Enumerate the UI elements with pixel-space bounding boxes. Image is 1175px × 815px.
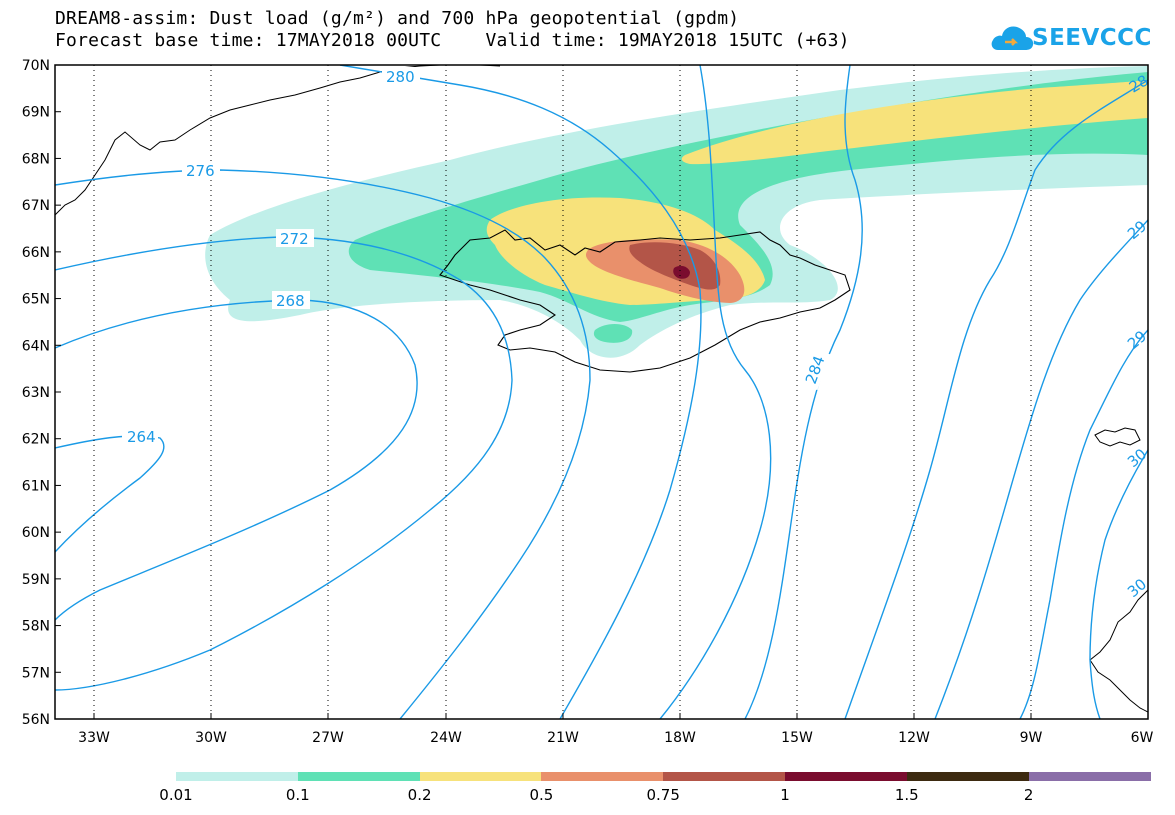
contour-label-e4: 30	[1124, 445, 1150, 471]
faroe-islands	[1094, 427, 1141, 447]
contour-280	[339, 65, 702, 719]
contour-264	[55, 435, 165, 553]
lon-label-12w: 12W	[898, 730, 930, 746]
lat-label-58n: 58N	[22, 619, 50, 635]
lat-label-57n: 57N	[22, 665, 50, 681]
lon-label-30w: 30W	[195, 730, 227, 746]
contour-296	[1019, 329, 1148, 719]
iceland-coastline	[439, 229, 851, 373]
colorbar-label: 0.2	[407, 786, 432, 804]
seevccc-logo: SEEVCCC	[990, 22, 1160, 56]
lat-label-60n: 60N	[22, 525, 50, 541]
contour-label-268: 268	[276, 292, 305, 310]
contour-label-264: 264	[127, 428, 156, 446]
lon-label-15w: 15W	[781, 730, 813, 746]
lat-label-59n: 59N	[22, 572, 50, 588]
lat-label-62n: 62N	[22, 432, 50, 448]
lat-label-70n: 70N	[22, 58, 50, 74]
colorbar-swatch	[785, 772, 907, 781]
contour-284	[659, 65, 772, 719]
colorbar-label: 0.75	[646, 786, 680, 804]
lat-label-61n: 61N	[22, 478, 50, 494]
lat-label-63n: 63N	[22, 385, 50, 401]
contour-label-280: 280	[386, 68, 415, 86]
lon-label-18w: 18W	[664, 730, 696, 746]
contour-label-284: 284	[802, 353, 829, 386]
dust-area-1	[673, 265, 690, 279]
dust-area-01b	[593, 324, 633, 343]
forecast-time-line: Forecast base time: 17MAY2018 00UTC Vali…	[55, 30, 850, 51]
lon-label-24w: 24W	[430, 730, 462, 746]
contour-276	[55, 169, 591, 719]
lon-label-9w: 9W	[1020, 730, 1043, 746]
scotland-coastline	[1089, 589, 1148, 713]
colorbar-label: 1.5	[894, 786, 919, 804]
colorbar-label: 0.01	[159, 786, 193, 804]
contour-label-276: 276	[186, 162, 215, 180]
logo-text: SEEVCCC	[1032, 25, 1152, 51]
colorbar-swatch	[419, 772, 542, 781]
lon-label-21w: 21W	[547, 730, 579, 746]
colorbar-label: 0.5	[529, 786, 554, 804]
colorbar-swatch	[663, 772, 786, 781]
colorbar-label: 0.1	[285, 786, 310, 804]
lat-label-67n: 67N	[22, 198, 50, 214]
lat-label-65n: 65N	[22, 292, 50, 308]
colorbar-swatch	[297, 772, 420, 781]
contour-label-272: 272	[280, 230, 309, 248]
contour-label-e5: 30	[1124, 575, 1150, 601]
lon-label-27w: 27W	[312, 730, 344, 746]
colorbar-swatch	[906, 772, 1029, 781]
contour-268	[55, 299, 418, 621]
lat-label-56n: 56N	[22, 712, 50, 728]
lon-label-6w: 6W	[1131, 730, 1154, 746]
contour-300	[1089, 449, 1148, 719]
contour-290	[844, 79, 1148, 719]
map-title: DREAM8-assim: Dust load (g/m²) and 700 h…	[55, 8, 740, 29]
lon-label-33w: 33W	[78, 730, 110, 746]
dust-area-02b	[681, 80, 1148, 165]
contour-292	[934, 219, 1148, 719]
colorbar-swatch	[1028, 772, 1151, 781]
lat-label-66n: 66N	[22, 245, 50, 261]
lat-label-64n: 64N	[22, 338, 50, 354]
colorbar-swatch	[176, 772, 298, 781]
colorbar-swatch	[541, 772, 664, 781]
colorbar-label: 2	[1023, 786, 1034, 804]
lat-label-68n: 68N	[22, 151, 50, 167]
lat-label-69n: 69N	[22, 105, 50, 121]
colorbar-label: 1	[780, 786, 790, 804]
cloud-logo-icon	[991, 26, 1034, 50]
contour-272	[55, 236, 513, 691]
